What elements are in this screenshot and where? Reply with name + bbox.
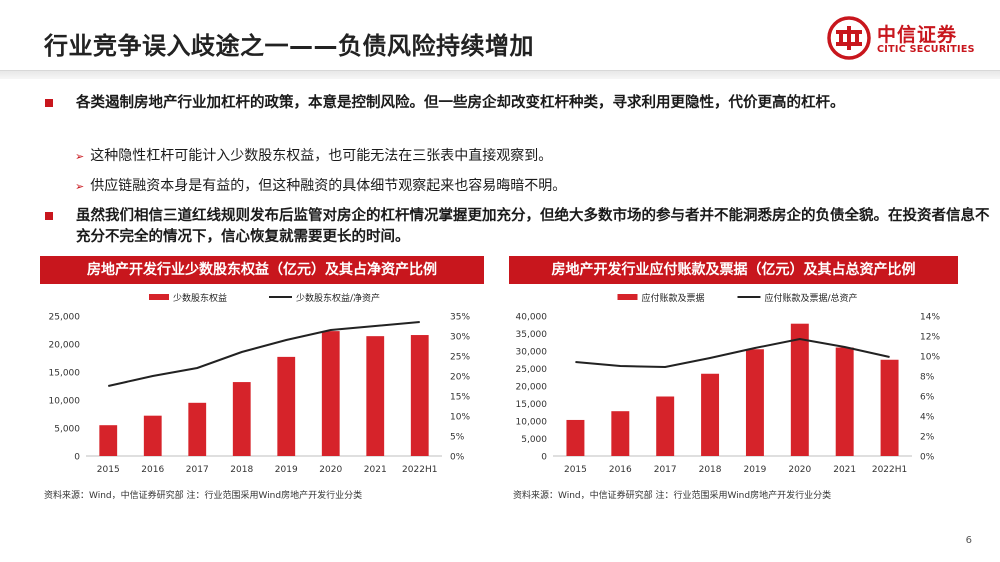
sub-bullet-text: 这种隐性杠杆可能计入少数股东权益，也可能无法在三张表中直接观察到。 (90, 148, 553, 164)
bar (99, 425, 118, 456)
x-tick-label: 2019 (275, 465, 298, 475)
page-number: 6 (965, 535, 972, 546)
y-right-tick-label: 35% (450, 313, 470, 323)
legend-bar-label: 少数股东权益 (173, 292, 227, 304)
chart-1-title: 房地产开发行业少数股东权益（亿元）及其占净资产比例 (40, 256, 484, 284)
chart-2-source: 资料来源：Wind，中信证券研究部 注：行业范围采用Wind房地产开发行业分类 (513, 491, 832, 501)
y-left-tick-label: 30,000 (516, 348, 548, 358)
x-tick-label: 2016 (609, 465, 632, 475)
y-right-tick-label: 8% (920, 373, 935, 383)
bar (566, 419, 585, 456)
bar (656, 396, 675, 456)
x-tick-label: 2019 (743, 465, 766, 475)
y-left-tick-label: 15,000 (49, 369, 81, 379)
bar (188, 402, 207, 456)
y-left-tick-label: 15,000 (516, 400, 548, 410)
bullet-text: 各类遏制房地产行业加杠杆的政策，本意是控制风险。但一些房企却改变杠杆种类，寻求利… (76, 95, 845, 111)
x-tick-label: 2017 (654, 465, 677, 475)
series-line (108, 321, 420, 387)
arrow-icon: ➢ (75, 150, 85, 163)
header-divider (0, 70, 1000, 79)
logo-text-en: CITIC SECURITIES (877, 44, 975, 55)
series-line (575, 337, 890, 369)
y-right-tick-label: 6% (920, 393, 935, 403)
legend-line-label: 应付账款及票据/总资产 (765, 292, 858, 304)
y-right-tick-label: 30% (450, 333, 470, 343)
legend-line-label: 少数股东权益/净资产 (296, 292, 380, 304)
bullet-square-icon (45, 212, 53, 220)
bar (410, 335, 429, 456)
y-left-tick-label: 25,000 (516, 365, 548, 375)
y-left-tick-label: 10,000 (516, 418, 548, 428)
chart-2: 应付账款及票据 应付账款及票据/总资产 0 5,000 10,000 15,000 20,0… (516, 292, 941, 475)
bar (232, 382, 251, 456)
y-right-tick-label: 5% (450, 433, 465, 443)
citic-logo-icon (827, 16, 871, 60)
bar (611, 411, 630, 456)
y-right-tick-label: 20% (450, 373, 470, 383)
y-right-tick-label: 15% (450, 393, 470, 403)
y-left-tick-label: 0 (74, 453, 80, 463)
x-tick-label: 2020 (319, 465, 342, 475)
bar (366, 336, 385, 456)
x-tick-label: 2018 (699, 465, 722, 475)
x-tick-label: 2018 (230, 465, 253, 475)
y-left-tick-label: 40,000 (516, 313, 548, 323)
y-right-tick-label: 14% (920, 313, 940, 323)
x-tick-label: 2022H1 (402, 465, 437, 475)
chart-1: 少数股东权益 少数股东权益/净资产 0 5,000 10,000 15,000 20,000… (49, 292, 471, 475)
y-right-tick-label: 10% (920, 353, 940, 363)
y-right-tick-label: 12% (920, 333, 940, 343)
y-left-tick-label: 35,000 (516, 330, 548, 340)
x-tick-label: 2015 (97, 465, 120, 475)
x-tick-label: 2021 (833, 465, 856, 475)
x-tick-label: 2016 (141, 465, 164, 475)
bar (745, 349, 764, 456)
y-left-tick-label: 20,000 (49, 341, 81, 351)
sub-bullet-1: ➢ 这种隐性杠杆可能计入少数股东权益，也可能无法在三张表中直接观察到。 (75, 146, 552, 167)
y-right-tick-label: 0% (920, 453, 935, 463)
bar (880, 359, 899, 456)
bar (321, 331, 340, 456)
bar (835, 347, 854, 456)
bullet-square-icon (45, 99, 53, 107)
y-left-tick-label: 0 (541, 453, 547, 463)
y-left-tick-label: 20,000 (516, 383, 548, 393)
bar (143, 415, 162, 456)
bar (277, 356, 296, 456)
x-tick-label: 2020 (788, 465, 811, 475)
x-tick-label: 2015 (564, 465, 587, 475)
x-tick-label: 2017 (186, 465, 209, 475)
logo-text-cn: 中信证券 (877, 24, 958, 46)
legend-bar-swatch (617, 294, 638, 300)
y-left-tick-label: 25,000 (49, 313, 81, 323)
y-right-tick-label: 25% (450, 353, 470, 363)
page-title: 行业竞争误入歧途之一——负债风险持续增加 (44, 32, 534, 60)
arrow-icon: ➢ (75, 180, 85, 193)
sub-bullet-2: ➢ 供应链融资本身是有益的，但这种融资的具体细节观察起来也容易晦暗不明。 (75, 176, 566, 197)
y-left-tick-label: 10,000 (49, 397, 81, 407)
bar (790, 323, 809, 456)
chart-1-source: 资料来源：Wind，中信证券研究部 注：行业范围采用Wind房地产开发行业分类 (44, 491, 363, 501)
sub-bullet-text: 供应链融资本身是有益的，但这种融资的具体细节观察起来也容易晦暗不明。 (90, 178, 567, 194)
bullet-text: 虽然我们相信三道红线规则发布后监管对房企的杠杆情况掌握更加充分，但绝大多数市场的… (76, 208, 990, 245)
legend-bar-swatch (149, 294, 169, 300)
chart-2-title: 房地产开发行业应付账款及票据（亿元）及其占总资产比例 (509, 256, 958, 284)
y-right-tick-label: 0% (450, 453, 465, 463)
x-tick-label: 2022H1 (872, 465, 907, 475)
citic-logo: 中信证券 CITIC SECURITIES (827, 16, 977, 60)
y-left-tick-label: 5,000 (521, 435, 547, 445)
y-left-tick-label: 5,000 (54, 425, 80, 435)
x-tick-label: 2021 (364, 465, 387, 475)
legend-bar-label: 应付账款及票据 (642, 292, 705, 304)
y-right-tick-label: 4% (920, 413, 935, 423)
y-right-tick-label: 2% (920, 433, 935, 443)
bar (701, 373, 720, 456)
y-right-tick-label: 10% (450, 413, 470, 423)
